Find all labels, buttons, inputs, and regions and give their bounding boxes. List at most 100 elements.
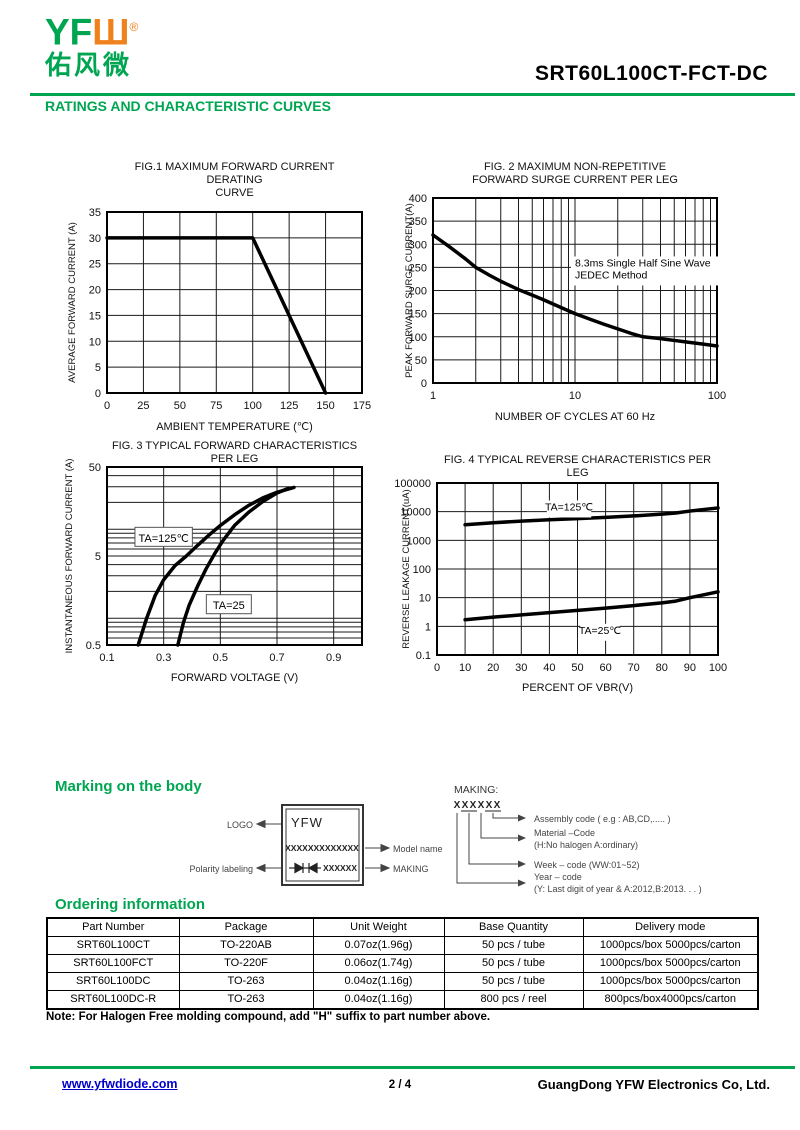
svg-text:150: 150 [316,400,334,412]
svg-text:35: 35 [89,207,101,219]
table-row: SRT60L100DC-R TO-263 0.04oz(1.16g) 800 pcs … [46,990,759,1010]
year-code-label: Year – code [534,872,582,882]
svg-text:100: 100 [409,332,427,344]
svg-text:0: 0 [104,400,110,412]
svg-text:200: 200 [409,286,427,298]
table-cell: 1000pcs/box 5000pcs/carton [582,972,759,991]
table-cell: 50 pcs / tube [443,936,584,955]
part-number-title: SRT60L100CT-FCT-DC [534,62,768,85]
svg-text:150: 150 [409,309,427,321]
col-header-package: Package [178,917,314,937]
making-code-legend: MAKING: X X X X X X Assembly code ( e.g … [454,784,702,894]
svg-text:175: 175 [353,400,371,412]
svg-text:10: 10 [569,390,581,402]
table-cell: SRT60L100FCT [46,954,180,973]
table-cell: 50 pcs / tube [443,954,584,973]
table-row: SRT60L100DC TO-263 0.04oz(1.16g) 50 pcs / t… [46,972,759,991]
svg-text:70: 70 [628,662,640,674]
col-header-base-quantity: Base Quantity [443,917,584,937]
fig4-title-line1: FIG. 4 TYPICAL REVERSE CHARACTERISTICS P… [443,454,712,479]
svg-text:1: 1 [430,390,436,402]
table-cell: 0.04oz(1.16g) [312,990,445,1010]
fig1-xlabel: AMBIENT TEMPERATURE (℃) [156,421,313,433]
fig3-xlabel: FORWARD VOLTAGE (V) [170,672,299,684]
svg-text:1000: 1000 [407,535,431,547]
body-making-placeholder: XXXXXX [323,863,357,873]
col-header-delivery-mode: Delivery mode [582,917,759,937]
footer-divider [30,1066,795,1069]
svg-text:50: 50 [415,355,427,367]
legend-arrowheads [518,814,526,887]
making-code-string: X X X X X X [454,800,501,812]
col-header-unit-weight: Unit Weight [312,917,445,937]
making-label: MAKING [393,864,429,874]
material-code-label: Material –Code [534,828,595,838]
svg-text:350: 350 [409,216,427,228]
svg-text:10: 10 [419,593,431,605]
code-x6: X [494,800,501,811]
body-logo-text: YFW [291,815,323,830]
fig2-title-line1: FIG. 2 MAXIMUM NON-REPETITIVE [483,161,667,173]
model-name-arrow [365,843,391,853]
table-cell: 0.06oz(1.74g) [312,954,445,973]
svg-text:50: 50 [571,662,583,674]
svg-text:0: 0 [434,662,440,674]
table-cell: 0.04oz(1.16g) [312,972,445,991]
svg-text:300: 300 [409,239,427,251]
body-model-placeholder: XXXXXXXXXXXXX [285,843,359,853]
logo-label: LOGO [227,820,253,830]
svg-text:25: 25 [137,400,149,412]
svg-text:TA=125℃: TA=125℃ [138,533,188,545]
fig3-title-line2: PER LEG [210,453,259,465]
svg-text:PEAK FORWARD SURGE CURRENT(A): PEAK FORWARD SURGE CURRENT(A) [404,203,415,378]
legend-connector-arrows [456,813,520,884]
table-cell: SRT60L100DC-R [46,990,180,1010]
year-code-detail: (Y: Last digit of year & A:2012,B:2013. … [534,884,702,894]
svg-text:0: 0 [95,388,101,400]
figure-2: FIG. 2 MAXIMUM NON-REPETITIVE FORWARD SU… [402,161,768,424]
svg-text:TA=125℃: TA=125℃ [545,501,593,513]
code-x3: X [470,800,477,811]
package-body-outline [281,804,364,886]
table-cell: 1000pcs/box 5000pcs/carton [582,954,759,973]
svg-text:60: 60 [599,662,611,674]
svg-text:100000: 100000 [394,478,431,490]
fig2-xlabel: NUMBER OF CYCLES AT 60 Hz [494,411,656,423]
svg-text:30: 30 [515,662,527,674]
ordering-note: Note: For Halogen Free molding compound,… [46,1011,491,1023]
table-cell: TO-263 [178,972,314,991]
svg-text:20: 20 [487,662,499,674]
making-arrow [365,863,391,873]
svg-text:30: 30 [89,233,101,245]
logo-chinese-name: 佑风微 [45,50,133,81]
logo-wordmark: YFШ® [45,8,138,51]
fig2-title: FIG. 2 MAXIMUM NON-REPETITIVE FORWARD SU… [433,161,717,187]
website-link[interactable]: www.yfwdiode.com [62,1077,178,1091]
svg-text:100: 100 [709,662,727,674]
table-row: SRT60L100FCT TO-220F 0.06oz(1.74g) 50 pcs /… [46,954,759,973]
table-cell: TO-220F [178,954,314,973]
table-cell: 0.07oz(1.96g) [312,936,445,955]
marking-body-diagram: YFW XXXXXXXXXXXXX XXXXXX LOGO Polarity l… [189,804,443,886]
table-header-row: Part Number Package Unit Weight Base Qua… [46,917,759,937]
fig1-title-line1: FIG.1 MAXIMUM FORWARD CURRENT DERATING [134,161,335,186]
svg-text:10: 10 [89,336,101,348]
fig1-chart: 0 25 50 75 100 125 150 175 0 5 10 15 20 25 30 35 AVERAGE… [67,207,371,412]
table-cell: SRT60L100CT [46,936,180,955]
svg-text:0.7: 0.7 [269,652,284,664]
figure-3: FIG. 3 TYPICAL FORWARD CHARACTERISTICS P… [48,440,398,685]
svg-text:50: 50 [174,400,186,412]
table-row: SRT60L100CT TO-220AB 0.07oz(1.96g) 50 pcs /… [46,936,759,955]
code-x4: X [478,800,485,811]
page-section-title: RATINGS AND CHARACTERISTIC CURVES [45,98,331,114]
logo-yf-text: YF [45,11,93,53]
fig3-chart: 0.1 0.3 0.5 0.7 0.9 0.5 5 50 INSTANTANEOUS FORWA… [64,459,363,664]
fig1-title: FIG.1 MAXIMUM FORWARD CURRENT DERATING C… [107,161,362,200]
table-cell: 1000pcs/box 5000pcs/carton [582,936,759,955]
model-name-label: Model name [393,844,443,854]
figure-1: FIG.1 MAXIMUM FORWARD CURRENT DERATING C… [58,161,403,434]
svg-text:JEDEC Method: JEDEC Method [575,269,648,281]
svg-text:0: 0 [421,378,427,390]
